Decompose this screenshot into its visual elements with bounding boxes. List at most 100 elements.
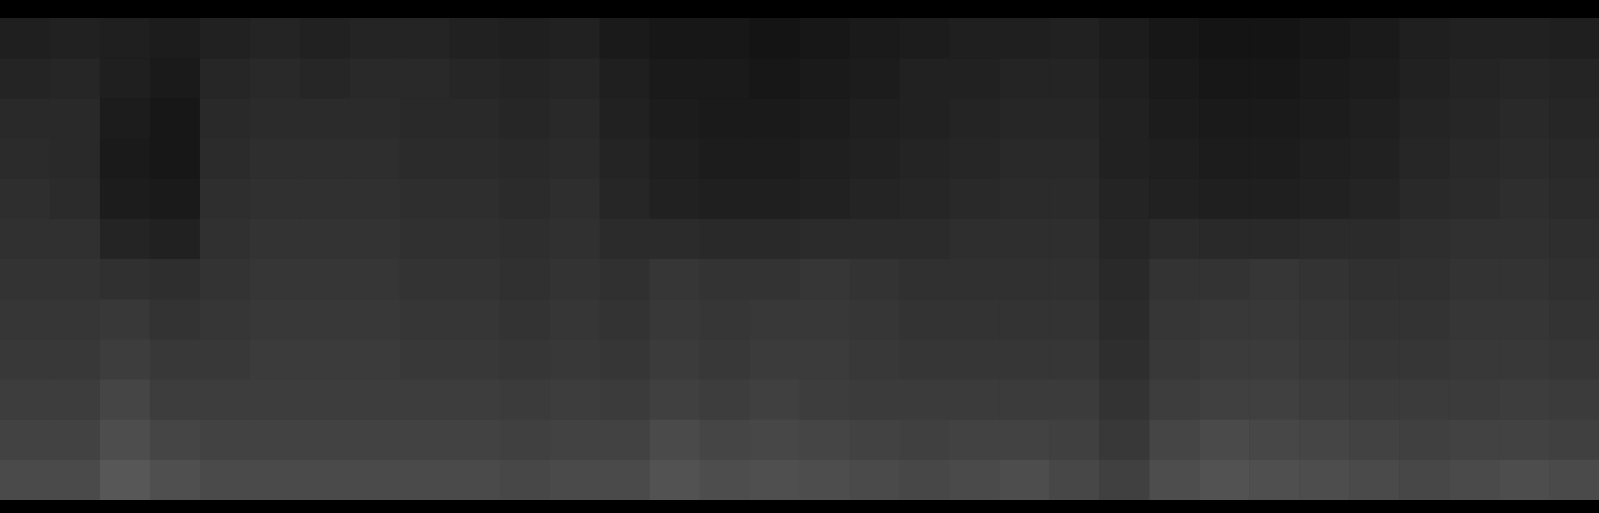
cell xyxy=(750,380,801,421)
cell xyxy=(1399,380,1450,421)
cell xyxy=(50,339,101,380)
cell xyxy=(1349,259,1400,300)
cell xyxy=(600,58,651,99)
cell xyxy=(700,179,751,220)
cell xyxy=(1149,219,1200,260)
cell xyxy=(1099,58,1150,99)
cell xyxy=(1049,299,1100,340)
cell xyxy=(1099,339,1150,380)
cell xyxy=(1299,299,1350,340)
cell xyxy=(50,179,101,220)
cell xyxy=(1399,460,1450,500)
cell xyxy=(150,299,201,340)
cell xyxy=(550,98,601,139)
cell xyxy=(50,98,101,139)
cell xyxy=(1449,460,1500,500)
cell xyxy=(1199,58,1250,99)
cell xyxy=(500,219,551,260)
cell xyxy=(1149,460,1200,500)
cell xyxy=(600,179,651,220)
cell xyxy=(350,179,401,220)
cell xyxy=(650,18,701,59)
cell xyxy=(849,299,900,340)
cell xyxy=(100,219,151,260)
cell xyxy=(1299,380,1350,421)
cell xyxy=(1049,179,1100,220)
cell xyxy=(200,339,251,380)
cell xyxy=(100,339,151,380)
cell xyxy=(1349,18,1400,59)
cell xyxy=(250,18,301,59)
cell xyxy=(400,98,451,139)
cell xyxy=(999,460,1050,500)
cell xyxy=(899,299,950,340)
cell xyxy=(350,380,401,421)
cell xyxy=(1549,18,1599,59)
cell xyxy=(1299,420,1350,461)
cell xyxy=(949,460,1000,500)
cell xyxy=(1499,339,1550,380)
cell xyxy=(300,259,351,300)
cell xyxy=(0,98,51,139)
cell xyxy=(1549,58,1599,99)
cell xyxy=(100,58,151,99)
cell xyxy=(1149,18,1200,59)
cell xyxy=(1049,58,1100,99)
cell xyxy=(1149,339,1200,380)
cell xyxy=(800,98,851,139)
cell xyxy=(899,460,950,500)
cell xyxy=(250,98,301,139)
cell xyxy=(999,18,1050,59)
cell xyxy=(1399,139,1450,180)
cell xyxy=(100,179,151,220)
cell xyxy=(750,339,801,380)
cell xyxy=(999,259,1050,300)
cell xyxy=(500,299,551,340)
cell xyxy=(50,139,101,180)
cell xyxy=(1049,219,1100,260)
cell xyxy=(1449,219,1500,260)
cell xyxy=(1349,299,1400,340)
cell xyxy=(400,339,451,380)
cell xyxy=(150,420,201,461)
cell xyxy=(1299,460,1350,500)
cell xyxy=(1249,139,1300,180)
cell xyxy=(700,420,751,461)
cell xyxy=(400,139,451,180)
cell xyxy=(400,420,451,461)
cell xyxy=(999,179,1050,220)
cell xyxy=(450,420,501,461)
cell xyxy=(250,58,301,99)
cell xyxy=(500,460,551,500)
cell xyxy=(700,259,751,300)
cell xyxy=(800,18,851,59)
cell xyxy=(999,380,1050,421)
cell xyxy=(350,18,401,59)
cell xyxy=(1299,259,1350,300)
cell xyxy=(550,179,601,220)
cell xyxy=(1399,58,1450,99)
cell xyxy=(849,18,900,59)
cell xyxy=(1499,219,1550,260)
cell xyxy=(550,18,601,59)
cell xyxy=(1499,58,1550,99)
cell xyxy=(800,219,851,260)
cell xyxy=(800,58,851,99)
cell xyxy=(949,179,1000,220)
cell xyxy=(750,420,801,461)
cell xyxy=(200,58,251,99)
cell xyxy=(50,380,101,421)
cell xyxy=(1549,139,1599,180)
cell xyxy=(1149,179,1200,220)
cell xyxy=(550,420,601,461)
cell xyxy=(500,179,551,220)
cell xyxy=(1349,339,1400,380)
cell xyxy=(1249,460,1300,500)
cell xyxy=(450,219,501,260)
cell xyxy=(1399,339,1450,380)
cell xyxy=(350,58,401,99)
cell xyxy=(300,179,351,220)
cell xyxy=(1149,380,1200,421)
cell xyxy=(300,420,351,461)
cell xyxy=(700,380,751,421)
